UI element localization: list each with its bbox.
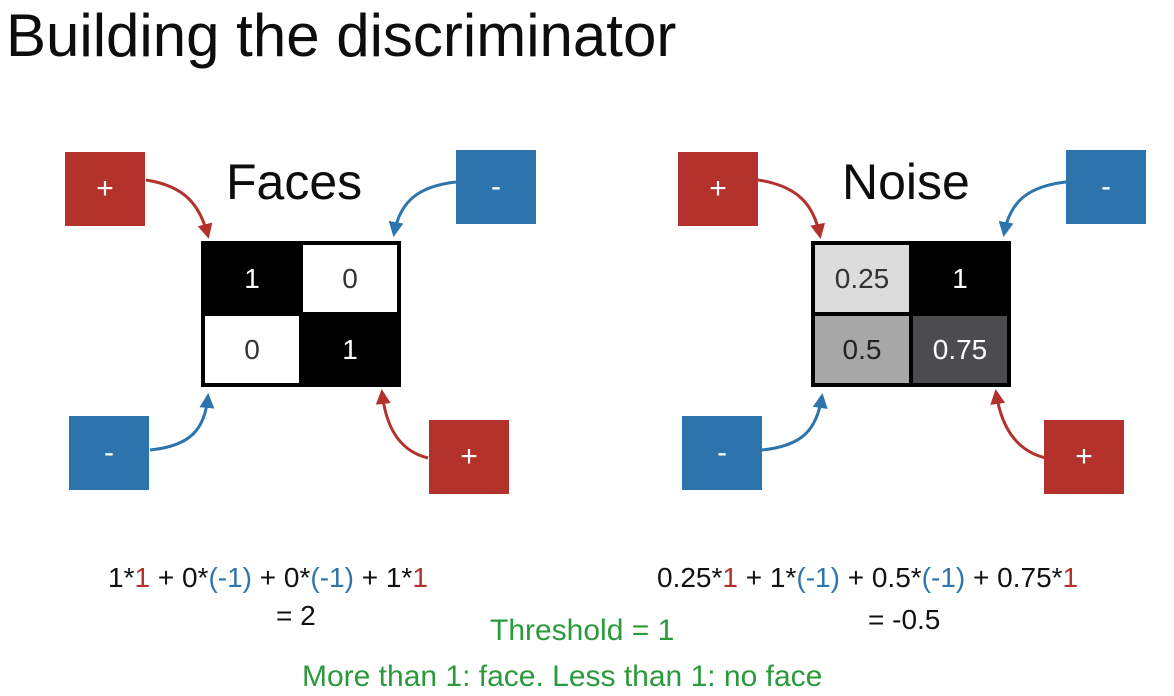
faces-minus-sign-top-right: - [456,150,536,224]
decision-rule: More than 1: face. Less than 1: no face [302,660,823,693]
noise-result: = -0.5 [868,604,941,635]
faces-arrow-bottom-right [375,389,429,460]
noise-minus-sign-bottom-left: - [682,416,762,490]
noise-cell: 0.75 [913,316,1007,383]
faces-minus-sign-bottom-left: - [69,416,149,490]
faces-arrow-top-left [145,178,213,239]
faces-title: Faces [226,154,363,210]
noise-cell: 0.25 [815,245,909,312]
faces-result: = 2 [276,600,316,631]
page-title: Building the discriminator [6,2,677,69]
noise-cell: 1 [913,245,1007,312]
noise-arrow-bottom-right [990,389,1047,460]
noise-arrow-top-left [757,178,826,239]
faces-equation: 1*1 + 0*(-1) + 0*(-1) + 1*1 [108,562,428,593]
faces-plus-sign-bottom-right: + [429,420,509,494]
noise-equation: 0.25*1 + 1*(-1) + 0.5*(-1) + 0.75*1 [657,562,1079,593]
faces-cell: 1 [303,316,397,383]
noise-plus-sign-top-left: + [678,152,758,226]
noise-grid: 0.25 1 0.5 0.75 [811,241,1011,387]
faces-cell: 0 [303,245,397,312]
noise-arrow-top-right [998,180,1067,237]
faces-cell: 0 [205,316,299,383]
noise-arrow-bottom-left [761,393,828,452]
noise-title: Noise [842,154,970,210]
noise-cell: 0.5 [815,316,909,383]
faces-cell: 1 [205,245,299,312]
faces-plus-sign-top-left: + [65,152,145,226]
threshold-label: Threshold = 1 [490,614,675,647]
faces-grid: 1 0 0 1 [201,241,401,387]
noise-plus-sign-bottom-right: + [1044,420,1124,494]
noise-minus-sign-top-right: - [1066,150,1146,224]
faces-arrow-top-right [388,180,457,237]
faces-arrow-bottom-left [149,393,215,452]
